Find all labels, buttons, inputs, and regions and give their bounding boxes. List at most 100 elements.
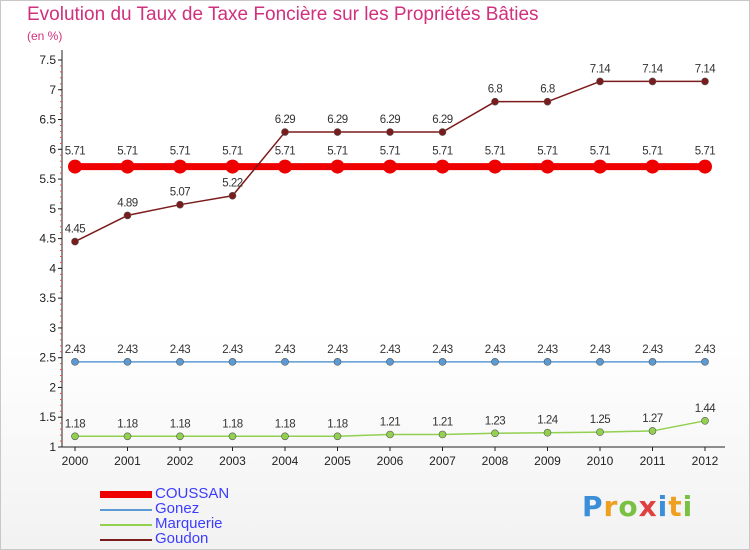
data-label: 1.25 [590, 414, 610, 426]
data-point [176, 200, 184, 209]
x-tick-label: 2012 [692, 454, 719, 468]
data-label: 2.43 [327, 344, 347, 356]
data-label: 5.71 [117, 146, 137, 158]
data-label: 1.18 [275, 418, 295, 430]
data-point [123, 432, 132, 441]
data-point [71, 358, 79, 366]
data-point [330, 159, 345, 174]
data-point [123, 358, 132, 366]
data-label: 1.21 [432, 416, 452, 428]
data-label: 2.43 [485, 344, 505, 356]
data-label: 5.71 [275, 146, 295, 158]
x-tick-label: 2003 [219, 454, 246, 468]
legend-label: Gonez [155, 500, 200, 517]
x-tick-label: 2010 [587, 454, 614, 468]
legend-swatch [100, 524, 152, 526]
x-tick-label: 2001 [114, 454, 141, 468]
data-point [701, 77, 709, 86]
data-point [596, 428, 604, 436]
y-tick-label: 6 [49, 142, 56, 156]
data-point [648, 358, 657, 366]
data-label: 5.71 [327, 146, 347, 158]
data-point [71, 237, 79, 246]
data-point [333, 432, 342, 441]
x-tick-label: 2007 [429, 454, 456, 468]
data-label: 1.44 [695, 403, 716, 415]
data-label: 6.29 [432, 114, 452, 126]
data-point [491, 429, 499, 438]
data-label: 1.23 [485, 415, 505, 427]
data-label: 2.43 [222, 344, 242, 356]
x-tick-label: 2000 [62, 454, 89, 468]
data-point [176, 432, 184, 441]
data-label: 5.71 [537, 146, 557, 158]
legend-swatch [100, 539, 152, 541]
legend-label: Goudon [155, 530, 209, 547]
data-label: 4.45 [65, 224, 85, 236]
series-goudon: 4.45 4.89 5.07 5.22 6.29 6.29 6.29 6.29 6.8 6.8 7.… [65, 63, 717, 246]
data-point [386, 128, 394, 136]
data-label: 1.18 [327, 418, 347, 430]
x-tick-label: 2005 [324, 454, 351, 468]
data-point [225, 159, 240, 174]
data-point [278, 159, 292, 174]
data-label: 2.43 [695, 344, 715, 356]
data-point [491, 97, 499, 106]
legend-swatch [100, 491, 152, 498]
y-tick-label: 3.5 [39, 291, 56, 305]
data-label: 5.71 [590, 146, 610, 158]
data-point [333, 128, 342, 136]
data-label: 5.07 [170, 187, 190, 199]
data-label: 1.24 [537, 415, 558, 427]
data-point [281, 432, 289, 441]
x-tick-label: 2009 [534, 454, 561, 468]
data-label: 7.14 [590, 63, 611, 75]
y-tick-label: 3 [49, 321, 56, 335]
data-point [701, 417, 709, 425]
data-label: 2.43 [642, 344, 662, 356]
data-label: 2.43 [432, 344, 452, 356]
x-tick-label: 2011 [640, 454, 666, 468]
data-label: 2.43 [380, 344, 400, 356]
legend-label: Marquerie [155, 515, 223, 532]
data-point [648, 427, 657, 435]
data-label: 5.71 [695, 146, 715, 158]
data-label: 7.14 [695, 63, 716, 75]
data-label: 6.29 [327, 114, 347, 126]
data-point [648, 77, 657, 86]
y-tick-label: 1 [49, 440, 56, 454]
data-point [540, 159, 555, 174]
data-point [488, 159, 502, 174]
logo-letter: r [603, 490, 619, 523]
data-point [593, 159, 607, 174]
proxiti-logo: Proxiti [582, 490, 693, 523]
y-tick-label: 1.5 [39, 410, 56, 424]
data-point [543, 358, 552, 366]
logo-letter: i [657, 490, 669, 523]
x-tick-label: 2002 [167, 454, 194, 468]
data-label: 6.8 [488, 84, 503, 96]
data-label: 5.71 [485, 146, 505, 158]
data-label: 5.71 [642, 146, 662, 158]
x-tick-label: 2006 [377, 454, 404, 468]
data-label: 7.14 [642, 63, 663, 75]
series-coussan: 5.71 5.71 5.71 5.71 5.71 5.71 5.71 5.71 5.71 5.71… [65, 146, 716, 174]
data-point [596, 358, 604, 366]
series-gonez: 2.43 2.43 2.43 2.43 2.43 2.43 2.43 2.43 2.43 2.43… [65, 344, 716, 366]
data-point [698, 159, 712, 174]
y-tick-label: 2.5 [39, 351, 56, 365]
data-point [491, 358, 499, 366]
data-label: 2.43 [117, 344, 137, 356]
data-label: 1.18 [117, 418, 137, 430]
data-label: 6.8 [540, 84, 555, 96]
data-label: 6.29 [275, 114, 295, 126]
data-label: 2.43 [65, 344, 85, 356]
data-label: 1.27 [642, 413, 662, 425]
series-marquerie: 1.18 1.18 1.18 1.18 1.18 1.18 1.21 1.21 1.23 1.24… [65, 403, 717, 441]
data-point [68, 159, 82, 174]
legend-swatch [100, 509, 152, 511]
data-label: 1.21 [380, 416, 400, 428]
legend-label: COUSSAN [155, 485, 230, 502]
data-point [228, 432, 237, 441]
data-point [596, 77, 604, 86]
